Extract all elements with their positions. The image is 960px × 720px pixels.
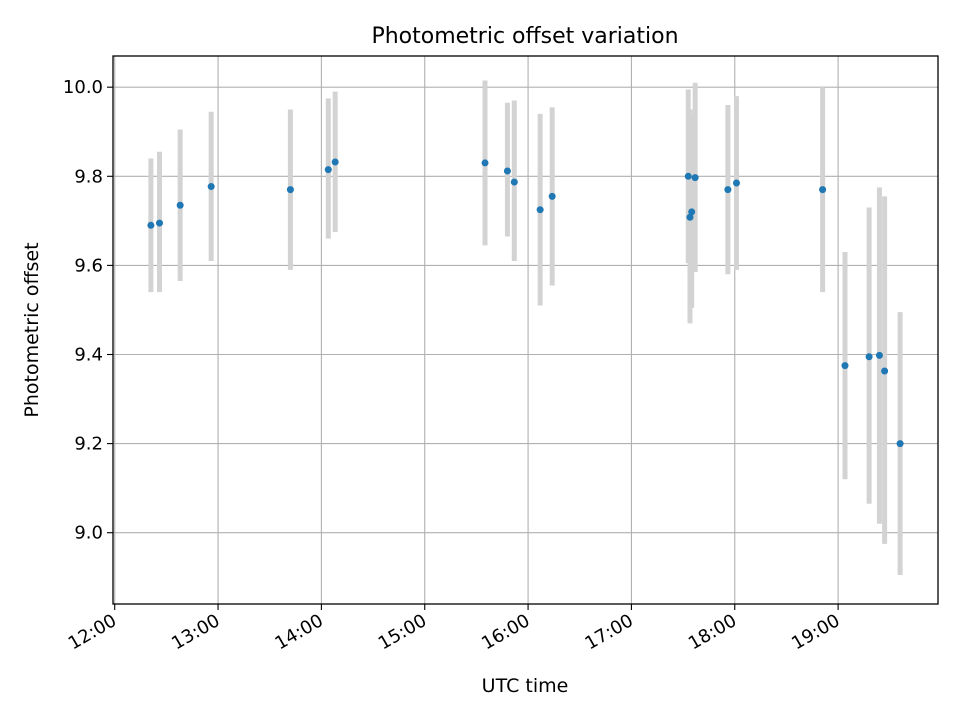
data-point — [691, 174, 699, 182]
y-axis-ticks: 9.0 9.2 9.4 9.6 9.8 10.0 — [63, 77, 113, 544]
data-point — [503, 167, 511, 175]
y-tick-label: 9.4 — [74, 345, 103, 366]
y-tick-label: 9.8 — [74, 166, 103, 187]
chart-title: Photometric offset variation — [371, 24, 678, 49]
plot-frame — [112, 55, 939, 605]
gridlines — [113, 56, 938, 604]
data-point — [207, 183, 215, 191]
data-point — [688, 208, 696, 216]
data-point — [686, 213, 694, 221]
data-point — [548, 192, 556, 200]
x-axis-label: UTC time — [482, 675, 569, 697]
data-point — [841, 362, 849, 370]
data-point — [819, 186, 827, 194]
y-tick-label: 10.0 — [63, 77, 103, 98]
data-point — [324, 166, 332, 174]
data-point — [481, 159, 489, 167]
data-point — [147, 221, 155, 229]
data-point — [896, 440, 904, 448]
data-point — [176, 201, 184, 209]
data-point — [156, 219, 164, 227]
data-point — [331, 158, 339, 166]
data-point — [865, 353, 873, 361]
data-point — [536, 206, 544, 214]
data-point — [510, 178, 518, 186]
data-point — [881, 367, 889, 375]
data-point — [684, 172, 692, 180]
data-point — [724, 186, 732, 194]
data-point — [875, 351, 883, 359]
y-tick-label: 9.6 — [74, 255, 103, 276]
y-tick-label: 9.2 — [74, 434, 103, 455]
y-tick-label: 9.0 — [74, 523, 103, 544]
data-points — [147, 158, 904, 448]
data-point — [286, 186, 294, 194]
y-axis-label: Photometric offset — [21, 242, 43, 417]
data-point — [732, 179, 740, 187]
